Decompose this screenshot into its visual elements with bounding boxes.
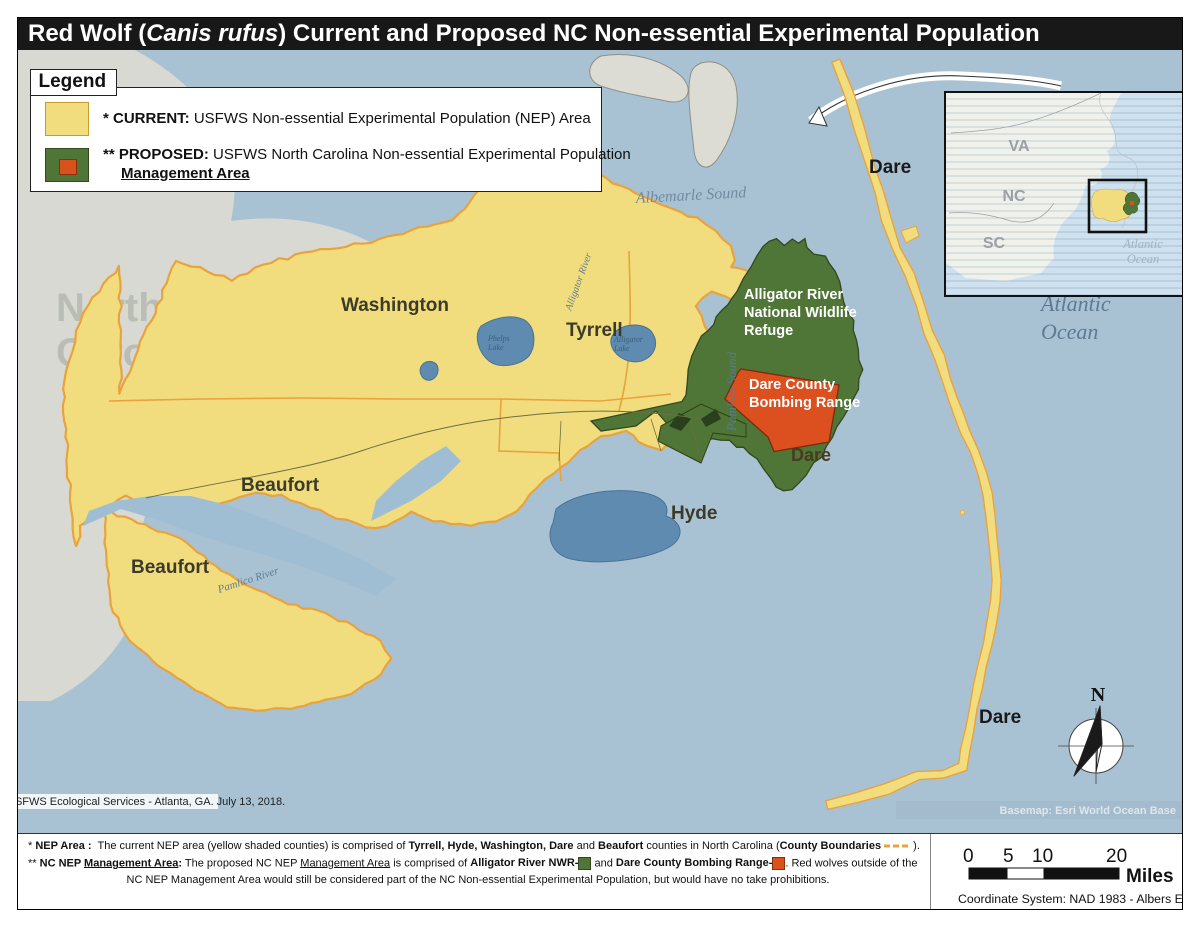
svg-text:Pamlico Sound: Pamlico Sound — [724, 351, 739, 432]
svg-text:Lake: Lake — [487, 343, 504, 352]
svg-text:National Wildlife: National Wildlife — [744, 305, 857, 321]
svg-text:Ocean: Ocean — [1041, 319, 1098, 344]
svg-text:10: 10 — [1032, 846, 1053, 867]
svg-text:Refuge: Refuge — [744, 323, 793, 339]
svg-text:Dare: Dare — [979, 707, 1021, 728]
svg-text:Washington: Washington — [341, 295, 449, 316]
svg-text:N: N — [1091, 684, 1106, 706]
svg-text:Atlantic: Atlantic — [1122, 237, 1163, 251]
svg-text:VA: VA — [1008, 138, 1029, 155]
svg-text:Coordinate System: NAD 1983 -: Coordinate System: NAD 1983 - Albers Equ… — [958, 892, 1183, 906]
svg-text:Ocean: Ocean — [1127, 252, 1160, 266]
svg-text:Dare: Dare — [869, 157, 911, 178]
svg-text:Beaufort: Beaufort — [241, 475, 320, 496]
svg-text:Tyrrell: Tyrrell — [566, 320, 623, 341]
svg-text:Bombing Range: Bombing Range — [749, 395, 860, 411]
svg-text:0: 0 — [963, 846, 974, 867]
svg-text:Basemap: Esri World Ocean Base: Basemap: Esri World Ocean Base — [1000, 805, 1176, 817]
svg-text:Alligator River: Alligator River — [744, 287, 843, 303]
svg-text:Lake: Lake — [613, 344, 630, 353]
svg-text:Dare: Dare — [791, 445, 831, 465]
svg-text:Hyde: Hyde — [671, 503, 717, 524]
svg-text:NC: NC — [1002, 188, 1026, 205]
svg-text:USFWS Ecological Services - At: USFWS Ecological Services - Atlanta, GA.… — [18, 796, 285, 808]
svg-text:Phelps: Phelps — [487, 334, 510, 343]
svg-text:Beaufort: Beaufort — [131, 557, 210, 578]
svg-text:Miles: Miles — [1126, 866, 1174, 887]
svg-text:5: 5 — [1003, 846, 1014, 867]
svg-text:20: 20 — [1106, 846, 1127, 867]
svg-text:SC: SC — [983, 235, 1006, 252]
svg-text:Dare County: Dare County — [749, 377, 835, 393]
